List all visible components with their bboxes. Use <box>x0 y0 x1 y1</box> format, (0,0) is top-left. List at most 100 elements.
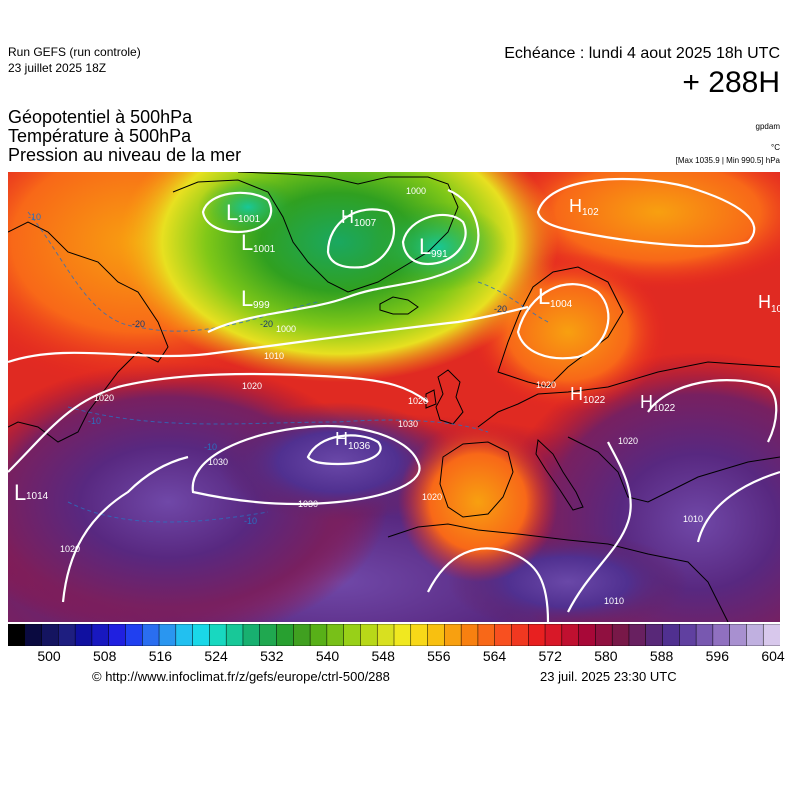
colorbar-swatch <box>309 624 328 646</box>
coastline-iceland <box>379 296 419 315</box>
isotherm-label: -10 <box>244 516 257 526</box>
isobar-label: 1020 <box>94 393 114 403</box>
field-teal-core <box>368 202 508 292</box>
colorbar-swatch <box>595 624 613 646</box>
coastline-italy <box>535 438 584 511</box>
colorbar-swatch <box>259 624 278 646</box>
isotherm-labels: -10 -20 -20 -20 -10 -10 -10 <box>28 212 507 526</box>
isobar-label: 1030 <box>208 457 228 467</box>
lead-time: + 288H <box>682 66 780 99</box>
unit-gpdam: gpdam <box>755 122 780 131</box>
colorbar-swatch <box>611 624 630 646</box>
isobar-label: 1020 <box>408 396 428 406</box>
colorbar <box>8 624 780 646</box>
coastline-scandinavia <box>497 266 624 388</box>
colorbar-tick-label: 556 <box>427 648 451 664</box>
colorbar-tick-label: 516 <box>148 648 173 664</box>
colorbar-swatch <box>376 624 395 646</box>
isobar-label: 1030 <box>298 499 318 509</box>
credit-url: © http://www.infoclimat.fr/z/gefs/europe… <box>92 669 390 684</box>
center-low-1: L <box>226 200 238 225</box>
isobar-label: 1010 <box>683 514 703 524</box>
parameter-geopotential: Géopotentiel à 500hPa <box>8 107 193 127</box>
colorbar-swatch <box>712 624 731 646</box>
colorbar-tick-label: 596 <box>705 648 729 664</box>
coastline-canada <box>8 221 169 443</box>
colorbar-swatch <box>209 624 227 646</box>
colorbar-swatch <box>628 624 647 646</box>
coastline-europe <box>477 361 780 428</box>
isobar-labels: 1000 1000 1010 1020 1020 1020 1020 1030 … <box>60 186 703 606</box>
credit-date: 23 juil. 2025 23:30 UTC <box>540 669 677 684</box>
colorbar-swatch <box>158 624 177 646</box>
run-title: Run GEFS (run controle) <box>8 45 141 59</box>
center-low-999: L <box>241 286 253 311</box>
colorbar-swatch <box>695 624 714 646</box>
isobar-1000 <box>207 188 480 333</box>
colorbar-swatch <box>242 624 261 646</box>
center-high-1022-b: H <box>640 392 653 412</box>
colorbar-swatch <box>24 624 43 646</box>
center-low-scandi: L <box>538 284 550 309</box>
isotherm-label: -10 <box>88 416 101 426</box>
colorbar-swatch <box>544 624 563 646</box>
colorbar-swatch <box>58 624 76 646</box>
center-high-edge: H <box>758 292 771 312</box>
colorbar-swatch <box>578 624 597 646</box>
colorbar-swatch <box>225 624 244 646</box>
pressure-extrema: [Max 1035.9 | Min 990.5] hPa <box>675 156 780 165</box>
colorbar-labels: 500 508 516 524 532 540 548 556 564 572 580 588 596 6… <box>8 648 784 668</box>
colorbar-swatch <box>74 624 93 646</box>
isobar-label: 1000 <box>406 186 426 196</box>
isotherm-mid <box>67 406 489 433</box>
colorbar-tick-label: 564 <box>482 648 507 664</box>
coastline-balkans <box>567 436 780 503</box>
isobar-1010 <box>8 305 529 364</box>
isotherm-label: -10 <box>204 442 217 452</box>
coastline-iberia <box>439 441 514 518</box>
colorbar-swatch <box>192 624 211 646</box>
center-high-1022-a: H <box>570 384 583 404</box>
center-low-1-value: 1001 <box>238 214 261 225</box>
colorbar-swatch <box>561 624 580 646</box>
isobar-label: 1020 <box>618 436 638 446</box>
colorbar-swatch <box>343 624 362 646</box>
colorbar-tick-label: 588 <box>649 648 674 664</box>
isotherm-label: -20 <box>132 319 145 329</box>
isobar-high-1007 <box>326 208 396 269</box>
colorbar-swatch <box>293 624 311 646</box>
colorbar-swatch <box>360 624 378 646</box>
colorbar-tick-label: 524 <box>204 648 228 664</box>
isobar-label: 1000 <box>276 324 296 334</box>
center-high-ne-value: 102 <box>582 207 599 218</box>
isobar-low-1001 <box>201 191 273 234</box>
center-low-999-value: 999 <box>253 300 270 311</box>
colorbar-swatch <box>729 624 748 646</box>
colorbar-tick-label: 500 <box>37 648 61 664</box>
parameter-list: Géopotentiel à 500hPa Température à 500h… <box>8 108 241 165</box>
isobar-label: 1010 <box>264 351 284 361</box>
forecast-valid-time: Echéance : lundi 4 aout 2025 18h UTC <box>504 45 780 62</box>
colorbar-swatch <box>142 624 160 646</box>
isotherm-north <box>477 281 549 323</box>
isobar-east <box>647 379 778 443</box>
center-high-edge-value: 10 <box>771 304 780 315</box>
parameter-temperature: Température à 500hPa <box>8 126 192 146</box>
colorbar-swatch <box>528 624 546 646</box>
colorbar-swatch <box>662 624 681 646</box>
colorbar-swatch <box>125 624 144 646</box>
isobar-1036 <box>306 434 382 466</box>
center-low-991: L <box>419 234 431 259</box>
colorbar-swatch <box>477 624 496 646</box>
colorbar-swatch <box>108 624 127 646</box>
colorbar-swatch <box>511 624 530 646</box>
colorbar-swatch <box>8 624 26 646</box>
isotherm-label: -20 <box>260 319 273 329</box>
colorbar-swatch <box>460 624 479 646</box>
unit-temperature: °C <box>771 143 780 152</box>
colorbar-swatch <box>427 624 446 646</box>
colorbar-swatch <box>410 624 429 646</box>
center-high-1036: H <box>335 429 348 449</box>
center-low-scandi-value: 1004 <box>550 299 573 310</box>
isobar-high-ne <box>536 177 756 248</box>
